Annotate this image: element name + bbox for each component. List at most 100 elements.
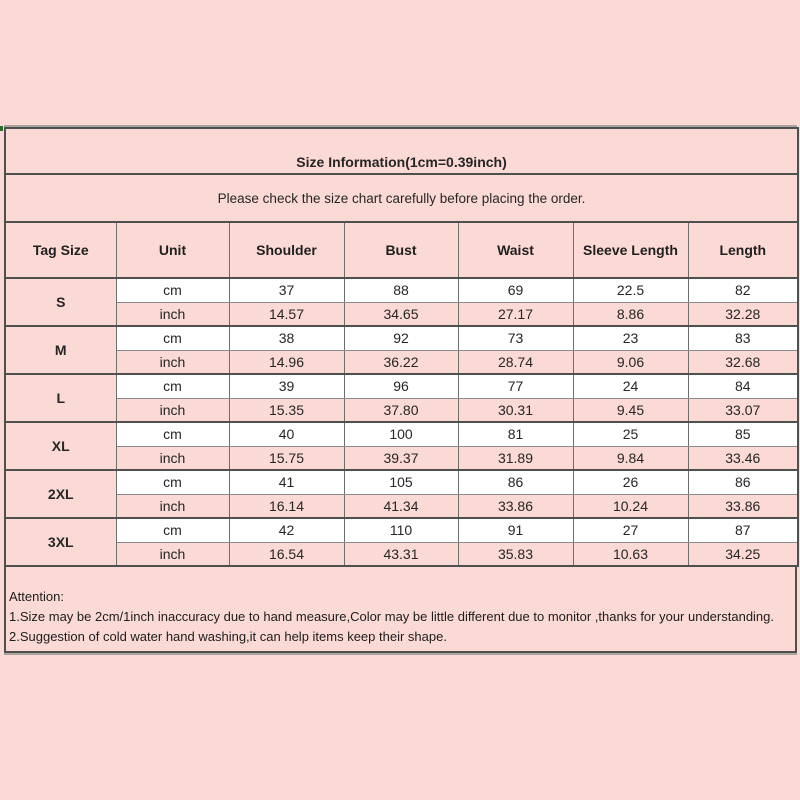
value-cell: 83 [687, 325, 799, 351]
value-cell: 15.35 [228, 397, 345, 423]
value-cell: 37.80 [343, 397, 459, 423]
column-header: Unit [115, 221, 230, 279]
value-cell: 15.75 [228, 445, 345, 471]
unit-cell: inch [115, 493, 230, 519]
value-cell: 81 [457, 421, 574, 447]
unit-cell: inch [115, 445, 230, 471]
value-cell: 33.46 [687, 445, 799, 471]
value-cell: 85 [687, 421, 799, 447]
table-row: XL cm 40 100 81 25 85 [4, 421, 799, 471]
value-cell: 27.17 [457, 301, 574, 327]
attention-line-2: 2.Suggestion of cold water hand washing,… [9, 629, 447, 644]
table-row: inch 15.75 39.37 31.89 9.84 33.46 [5, 445, 799, 471]
value-cell: 91 [457, 517, 574, 543]
value-cell: 32.68 [687, 349, 799, 375]
size-table: Size Information(1cm=0.39inch) Please ch… [4, 127, 800, 567]
table-row: inch 14.57 34.65 27.17 8.86 32.28 [5, 301, 799, 327]
value-cell: 73 [457, 325, 574, 351]
value-cell: 41.34 [343, 493, 459, 519]
value-cell: 39 [228, 373, 345, 399]
value-cell: 9.84 [572, 445, 689, 471]
value-cell: 23 [572, 325, 689, 351]
table-row: 2XL cm 41 105 86 26 86 [4, 469, 799, 519]
value-cell: 37 [228, 277, 345, 303]
value-cell: 40 [228, 421, 345, 447]
column-header: Sleeve Length [572, 221, 689, 279]
attention-note: Attention: 1.Size may be 2cm/1inch inacc… [4, 567, 797, 653]
value-cell: 24 [572, 373, 689, 399]
table-subtitle-row: Please check the size chart carefully be… [4, 173, 799, 223]
value-cell: 26 [572, 469, 689, 495]
column-header: Shoulder [228, 221, 345, 279]
value-cell: 34.65 [343, 301, 459, 327]
value-cell: 110 [343, 517, 459, 543]
value-cell: 82 [687, 277, 799, 303]
value-cell: 14.96 [228, 349, 345, 375]
value-cell: 86 [687, 469, 799, 495]
attention-line-1: 1.Size may be 2cm/1inch inaccuracy due t… [9, 609, 775, 624]
attention-heading: Attention: [9, 589, 64, 604]
unit-cell: cm [115, 421, 230, 447]
unit-cell: cm [115, 469, 230, 495]
table-header-row: Tag Size Unit Shoulder Bust Waist Sleeve Leng… [4, 221, 799, 279]
value-cell: 10.24 [572, 493, 689, 519]
value-cell: 9.06 [572, 349, 689, 375]
unit-cell: inch [115, 349, 230, 375]
value-cell: 25 [572, 421, 689, 447]
value-cell: 100 [343, 421, 459, 447]
unit-cell: inch [115, 541, 230, 567]
value-cell: 39.37 [343, 445, 459, 471]
value-cell: 22.5 [572, 277, 689, 303]
tag-size-cell: L [4, 373, 117, 423]
value-cell: 10.63 [572, 541, 689, 567]
table-row: 3XL cm 42 110 91 27 87 [4, 517, 799, 567]
corner-artifact-dot [0, 126, 3, 131]
value-cell: 43.31 [343, 541, 459, 567]
value-cell: 33.07 [687, 397, 799, 423]
value-cell: 38 [228, 325, 345, 351]
value-cell: 16.14 [228, 493, 345, 519]
value-cell: 35.83 [457, 541, 574, 567]
size-chart-title: Size Information(1cm=0.39inch) [4, 127, 799, 175]
table-title-row: Size Information(1cm=0.39inch) [4, 127, 799, 175]
value-cell: 9.45 [572, 397, 689, 423]
value-cell: 84 [687, 373, 799, 399]
value-cell: 34.25 [687, 541, 799, 567]
column-header: Tag Size [4, 221, 117, 279]
size-chart-subtitle: Please check the size chart carefully be… [4, 173, 799, 223]
value-cell: 69 [457, 277, 574, 303]
value-cell: 36.22 [343, 349, 459, 375]
unit-cell: inch [115, 301, 230, 327]
value-cell: 16.54 [228, 541, 345, 567]
table-row: inch 14.96 36.22 28.74 9.06 32.68 [5, 349, 799, 375]
value-cell: 88 [343, 277, 459, 303]
tag-size-cell: S [4, 277, 117, 327]
value-cell: 96 [343, 373, 459, 399]
value-cell: 27 [572, 517, 689, 543]
value-cell: 41 [228, 469, 345, 495]
value-cell: 86 [457, 469, 574, 495]
value-cell: 30.31 [457, 397, 574, 423]
column-header: Waist [457, 221, 574, 279]
value-cell: 33.86 [687, 493, 799, 519]
value-cell: 33.86 [457, 493, 574, 519]
table-row: inch 16.14 41.34 33.86 10.24 33.86 [5, 493, 799, 519]
tag-size-cell: 2XL [4, 469, 117, 519]
value-cell: 31.89 [457, 445, 574, 471]
tag-size-cell: M [4, 325, 117, 375]
value-cell: 32.28 [687, 301, 799, 327]
value-cell: 92 [343, 325, 459, 351]
unit-cell: cm [115, 325, 230, 351]
table-row: inch 16.54 43.31 35.83 10.63 34.25 [5, 541, 799, 567]
value-cell: 14.57 [228, 301, 345, 327]
value-cell: 28.74 [457, 349, 574, 375]
unit-cell: cm [115, 517, 230, 543]
value-cell: 105 [343, 469, 459, 495]
unit-cell: inch [115, 397, 230, 423]
value-cell: 42 [228, 517, 345, 543]
size-chart-sheet: Size Information(1cm=0.39inch) Please ch… [4, 127, 800, 653]
